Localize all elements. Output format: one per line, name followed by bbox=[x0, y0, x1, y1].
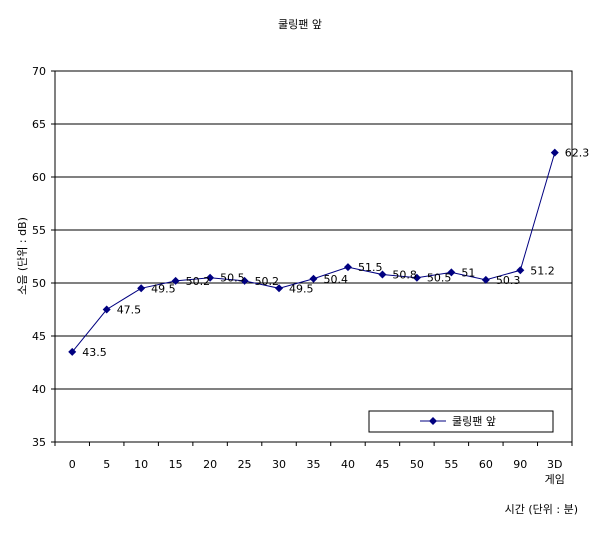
data-point bbox=[378, 270, 387, 279]
data-label: 50.2 bbox=[255, 275, 279, 288]
data-point bbox=[481, 275, 490, 284]
x-tick-label: 10 bbox=[134, 458, 148, 471]
data-label: 50.5 bbox=[220, 272, 245, 285]
data-label: 50.2 bbox=[186, 275, 211, 288]
y-tick-label: 70 bbox=[32, 65, 46, 78]
data-point bbox=[275, 284, 284, 293]
y-tick-label: 55 bbox=[32, 224, 46, 237]
x-tick-label: 60 bbox=[479, 458, 493, 471]
data-point bbox=[68, 347, 77, 356]
y-tick-label: 60 bbox=[32, 171, 46, 184]
legend-label: 쿨링팬 앞 bbox=[452, 415, 496, 428]
legend: 쿨링팬 앞 bbox=[368, 410, 554, 433]
data-label: 51 bbox=[461, 266, 475, 279]
plot-area bbox=[54, 70, 573, 443]
data-point bbox=[516, 266, 525, 275]
data-labels: 43.5 47.5 49.5 50.2 50.5 50.2 49.5 50.4 51.5 50.8… bbox=[82, 147, 589, 359]
x-axis-label: 시간 (단위 : 분) bbox=[505, 503, 578, 516]
y-tick-label: 65 bbox=[32, 118, 46, 131]
data-label: 50.8 bbox=[392, 269, 417, 282]
data-point bbox=[447, 268, 456, 277]
legend-marker bbox=[429, 417, 437, 425]
gridlines bbox=[55, 123, 572, 390]
y-tick-label: 50 bbox=[32, 277, 46, 290]
legend-box bbox=[368, 410, 554, 433]
data-label: 49.5 bbox=[289, 282, 314, 295]
x-tick-label: 3D 게임 bbox=[545, 458, 565, 486]
data-point bbox=[240, 276, 249, 285]
data-label: 49.5 bbox=[151, 282, 176, 295]
x-tick-label: 45 bbox=[375, 458, 389, 471]
data-label: 50.5 bbox=[427, 272, 452, 285]
chart-title: 쿨링팬 앞 bbox=[278, 18, 322, 31]
x-tick-label: 5 bbox=[103, 458, 110, 471]
data-label: 43.5 bbox=[82, 346, 107, 359]
data-point bbox=[309, 274, 318, 283]
data-label: 51.2 bbox=[530, 264, 555, 277]
data-point bbox=[550, 148, 559, 157]
data-point bbox=[343, 263, 352, 272]
data-label: 47.5 bbox=[117, 304, 142, 317]
x-tick-label: 50 bbox=[410, 458, 424, 471]
x-tick-label: 40 bbox=[341, 458, 355, 471]
x-tick-label: 15 bbox=[169, 458, 183, 471]
y-tick-label: 40 bbox=[32, 383, 46, 396]
x-tick-label: 25 bbox=[238, 458, 252, 471]
x-axis-ticks: 0 5 10 15 20 25 30 35 40 45 50 55 60 90 3D 게임 bbox=[54, 442, 573, 486]
x-tick-label: 90 bbox=[513, 458, 527, 471]
x-tick-label: 30 bbox=[272, 458, 286, 471]
y-tick-label: 35 bbox=[32, 436, 46, 449]
x-tick-label: 35 bbox=[307, 458, 321, 471]
x-tick-label: 0 bbox=[69, 458, 76, 471]
data-point bbox=[137, 284, 146, 293]
series-group bbox=[68, 148, 559, 356]
y-axis-label: 소음 (단위 : dB) bbox=[16, 217, 29, 295]
data-point bbox=[206, 273, 215, 282]
data-label: 51.5 bbox=[358, 261, 383, 274]
y-tick-label: 45 bbox=[32, 330, 46, 343]
data-label: 50.4 bbox=[324, 273, 349, 286]
data-point bbox=[171, 276, 180, 285]
data-label: 50.3 bbox=[496, 274, 521, 287]
y-axis-ticks: 35 40 45 50 55 60 65 70 bbox=[32, 65, 55, 449]
data-label: 62.3 bbox=[565, 147, 590, 160]
x-tick-label: 55 bbox=[444, 458, 458, 471]
data-point bbox=[102, 305, 111, 314]
data-point bbox=[412, 273, 421, 282]
x-tick-label: 20 bbox=[203, 458, 217, 471]
